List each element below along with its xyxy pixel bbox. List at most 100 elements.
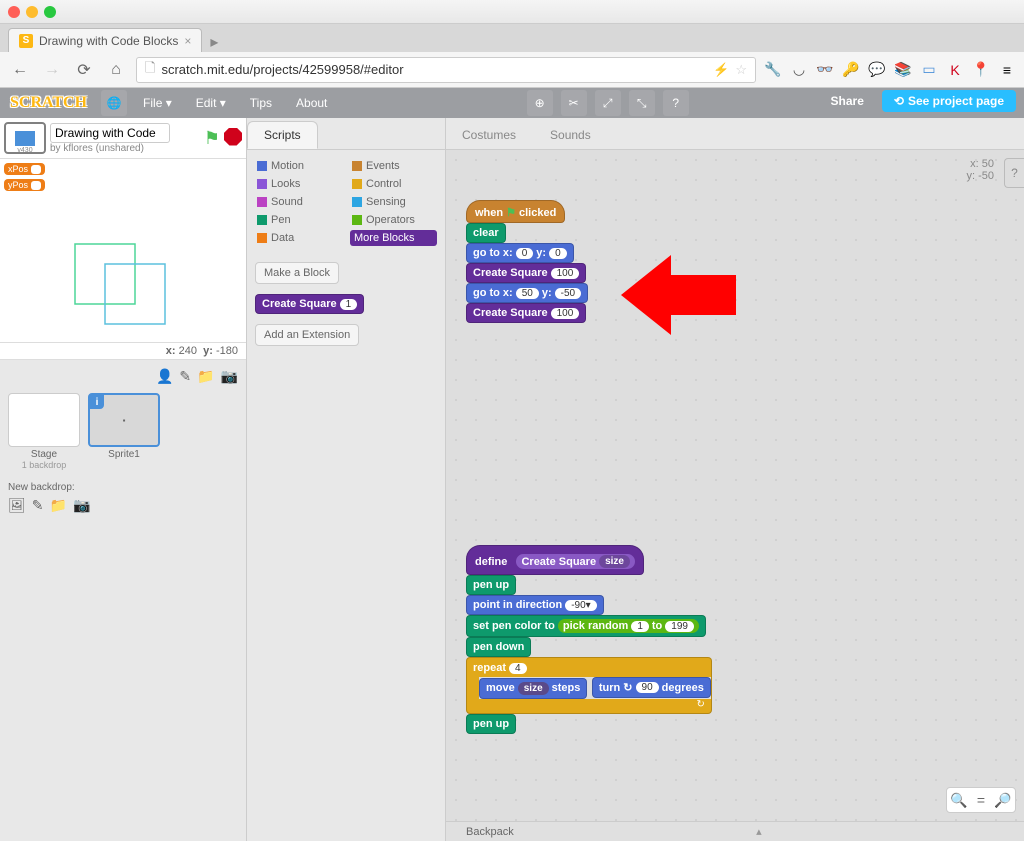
cat-more-blocks[interactable]: More Blocks xyxy=(350,230,437,246)
ext-key-icon[interactable]: 🔑 xyxy=(842,61,860,79)
ext-k-icon[interactable]: K xyxy=(946,61,964,79)
zoom-reset-button[interactable]: = xyxy=(971,790,991,810)
script-panel: Costumes Sounds x: 50 y: -50 when ⚑ clic… xyxy=(446,118,1024,841)
cat-pen[interactable]: Pen xyxy=(255,212,342,228)
var-monitor-xpos[interactable]: xPos xyxy=(4,163,45,175)
script-stack-main[interactable]: when ⚑ clicked clear go to x:0y:0 Create… xyxy=(466,200,588,323)
sprite-selector[interactable]: i▪ Sprite1 xyxy=(88,393,160,470)
close-tab-icon[interactable]: × xyxy=(184,34,191,48)
project-title-input[interactable] xyxy=(50,123,170,143)
cat-motion[interactable]: Motion xyxy=(255,158,342,174)
new-tab-button[interactable]: ▸ xyxy=(202,32,226,52)
ext-wrench-icon[interactable]: 🔧 xyxy=(764,61,782,79)
backdrop-camera-icon[interactable]: 📷 xyxy=(73,497,90,514)
menu-file[interactable]: File ▾ xyxy=(133,92,182,114)
project-author: by kflores (unshared) xyxy=(50,143,200,154)
globe-icon[interactable]: 🌐 xyxy=(101,90,127,116)
see-project-button[interactable]: ⟲See project page xyxy=(882,90,1016,112)
ext-hangouts-icon[interactable]: 💬 xyxy=(868,61,886,79)
sprite-tools: 👤 ✎ 📁 📷 xyxy=(4,364,242,389)
red-arrow-1 xyxy=(621,240,741,350)
bookmark-icon[interactable]: ☆ xyxy=(735,62,747,78)
sprite-panel: 👤 ✎ 📁 📷 Stage 1 backdrop i▪ Sprite1 New … xyxy=(0,360,246,841)
new-sprite-paint-icon[interactable]: ✎ xyxy=(179,368,191,385)
menu-about[interactable]: About xyxy=(286,92,337,114)
url-text: scratch.mit.edu/projects/42599958/#edito… xyxy=(161,62,403,77)
backdrop-paint-icon[interactable]: ✎ xyxy=(32,497,44,514)
scratch-logo[interactable]: SCRATCH xyxy=(10,94,95,112)
help-icon[interactable]: ? xyxy=(663,90,689,116)
tab-sounds[interactable]: Sounds xyxy=(533,121,608,149)
cat-sensing[interactable]: Sensing xyxy=(350,194,437,210)
make-block-button[interactable]: Make a Block xyxy=(255,262,339,284)
delete-icon[interactable]: ✂ xyxy=(561,90,587,116)
minimize-window-icon[interactable] xyxy=(26,6,38,18)
browser-menu-icon[interactable]: ≡ xyxy=(998,61,1016,79)
left-panel: v430 by kflores (unshared) ⚑ xPos yPos xyxy=(0,118,246,841)
cat-sound[interactable]: Sound xyxy=(255,194,342,210)
cat-control[interactable]: Control xyxy=(350,176,437,192)
forward-button[interactable]: → xyxy=(40,58,64,82)
stage-selector[interactable]: Stage 1 backdrop xyxy=(8,393,80,470)
window-titlebar xyxy=(0,0,1024,24)
main-content: Share ⟲See project page v430 by kflores … xyxy=(0,118,1024,841)
new-backdrop-label: New backdrop: xyxy=(4,474,242,497)
menu-tips[interactable]: Tips xyxy=(240,92,282,114)
new-sprite-upload-icon[interactable]: 📁 xyxy=(197,368,214,385)
ext-mask-icon[interactable]: 👓 xyxy=(816,61,834,79)
stage-coords: x: 240 y: -180 xyxy=(0,343,246,360)
add-extension-button[interactable]: Add an Extension xyxy=(255,324,359,346)
maximize-window-icon[interactable] xyxy=(44,6,56,18)
cat-data[interactable]: Data xyxy=(255,230,342,246)
cat-looks[interactable]: Looks xyxy=(255,176,342,192)
red-arrow-2 xyxy=(446,345,456,465)
blocks-palette-panel: Scripts Motion Events Looks Control Soun… xyxy=(246,118,446,841)
stage-drawing xyxy=(70,239,180,334)
tab-scripts[interactable]: Scripts xyxy=(247,121,318,149)
backpack-bar[interactable]: Backpack ▴ xyxy=(446,821,1024,841)
backdrop-library-icon[interactable]: 🖼 xyxy=(8,497,26,514)
reader-icon[interactable]: ⚡ xyxy=(713,62,729,78)
ext-buffer-icon[interactable]: 📚 xyxy=(894,61,912,79)
shrink-icon[interactable]: ⤡ xyxy=(629,90,655,116)
cat-events[interactable]: Events xyxy=(350,158,437,174)
new-sprite-camera-icon[interactable]: 📷 xyxy=(221,368,238,385)
duplicate-icon[interactable]: ⊕ xyxy=(527,90,553,116)
block-categories: Motion Events Looks Control Sound Sensin… xyxy=(247,150,445,254)
fullscreen-button[interactable]: v430 xyxy=(4,122,46,154)
ext-window-icon[interactable]: ▭ xyxy=(920,61,938,79)
menu-edit[interactable]: Edit ▾ xyxy=(186,92,236,114)
cat-operators[interactable]: Operators xyxy=(350,212,437,228)
backdrop-upload-icon[interactable]: 📁 xyxy=(50,497,67,514)
script-stack-define[interactable]: define Create Squaresize pen up point in… xyxy=(466,545,712,734)
home-button[interactable]: ⌂ xyxy=(104,58,128,82)
page-icon: 🗋 xyxy=(145,59,155,81)
script-area[interactable]: x: 50 y: -50 when ⚑ clicked clear go to … xyxy=(446,150,1024,821)
help-tab[interactable]: ? xyxy=(1004,158,1024,188)
ext-pinterest-icon[interactable]: 📍 xyxy=(972,61,990,79)
zoom-in-button[interactable]: 🔎 xyxy=(993,790,1013,810)
url-bar[interactable]: 🗋 scratch.mit.edu/projects/42599958/#edi… xyxy=(136,57,756,83)
ext-pocket-icon[interactable]: ◡ xyxy=(790,61,808,79)
share-button[interactable]: Share xyxy=(819,90,876,112)
stop-button[interactable] xyxy=(224,128,242,146)
close-window-icon[interactable] xyxy=(8,6,20,18)
tab-title: Drawing with Code Blocks xyxy=(39,34,178,48)
script-coords: x: 50 y: -50 xyxy=(966,158,994,182)
reload-button[interactable]: ⟳ xyxy=(72,58,96,82)
stage-header: v430 by kflores (unshared) ⚑ xyxy=(0,118,246,159)
new-sprite-library-icon[interactable]: 👤 xyxy=(156,368,173,385)
var-monitor-ypos[interactable]: yPos xyxy=(4,179,45,191)
browser-tab-strip: S Drawing with Code Blocks × ▸ xyxy=(0,24,1024,52)
back-button[interactable]: ← xyxy=(8,58,32,82)
scratch-favicon-icon: S xyxy=(19,34,33,48)
browser-tab[interactable]: S Drawing with Code Blocks × xyxy=(8,28,202,52)
green-flag-button[interactable]: ⚑ xyxy=(204,128,220,149)
tab-costumes[interactable]: Costumes xyxy=(445,121,533,149)
palette-custom-block[interactable]: Create Square 1 xyxy=(255,294,364,314)
palette: Make a Block Create Square 1 Add an Exte… xyxy=(247,254,445,841)
grow-icon[interactable]: ⤢ xyxy=(595,90,621,116)
zoom-out-button[interactable]: 🔍 xyxy=(949,790,969,810)
stage-view[interactable]: xPos yPos xyxy=(0,159,246,343)
browser-navbar: ← → ⟳ ⌂ 🗋 scratch.mit.edu/projects/42599… xyxy=(0,52,1024,88)
